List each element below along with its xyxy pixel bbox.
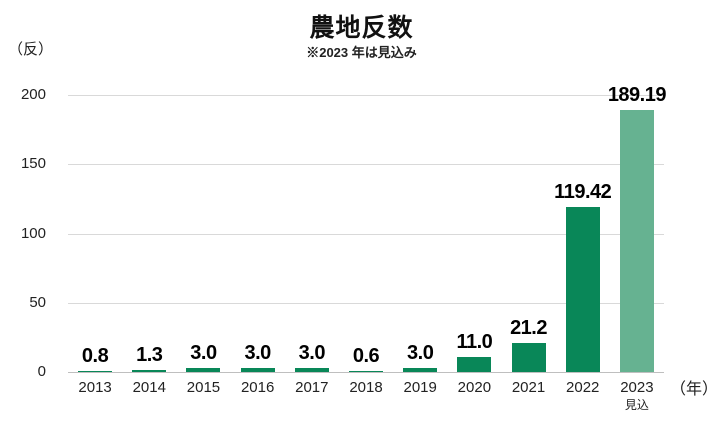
x-axis-baseline: [68, 372, 664, 373]
grid-line: [68, 233, 664, 235]
bar: [565, 206, 600, 372]
bar-value-label: 11.0: [456, 330, 493, 353]
bar: [349, 370, 383, 372]
x-axis-unit-label: （年）: [670, 381, 719, 398]
bar-value-label: 1.3: [136, 344, 163, 367]
grid-line: [68, 302, 664, 304]
bar: [132, 370, 167, 372]
bar: [294, 367, 329, 372]
x-tick-label: 2018: [349, 379, 383, 396]
x-tick-label: 2017: [295, 379, 329, 396]
bar-value-label: 21.2: [510, 316, 547, 339]
x-tick-label: 2019: [403, 379, 437, 396]
bar-value-label: 3.0: [407, 341, 434, 364]
y-tick-label: 0: [37, 363, 46, 380]
bar: [240, 367, 275, 372]
y-tick-label: 100: [20, 224, 46, 242]
bar: [619, 109, 654, 372]
grid-line: [68, 95, 664, 96]
grid-line: [68, 164, 664, 166]
chart-subtitle: ※2023 年は見込み: [306, 45, 417, 60]
bar-value-label: 3.0: [190, 341, 217, 364]
x-tick-label: 2021: [511, 379, 546, 396]
bar-value-label: 119.42: [554, 180, 612, 203]
x-tick-label: 2015: [186, 379, 221, 396]
x-tick-label: 2023: [620, 379, 654, 396]
x-tick-label: 2016: [240, 379, 275, 396]
y-tick-label: 50: [29, 293, 46, 311]
bar: [403, 367, 438, 372]
x-tick-label: 2014: [132, 379, 166, 396]
bar-value-label: 189.19: [607, 83, 667, 106]
bar-value-label: 3.0: [244, 341, 271, 364]
x-tick-label: 2020: [457, 379, 492, 396]
x-tick-label: 2022: [566, 379, 600, 396]
forecast-note: 見込: [624, 398, 649, 412]
chart-title: 農地反数: [309, 14, 414, 42]
y-tick-label: 150: [20, 155, 46, 173]
bar-value-label: 0.6: [352, 344, 380, 367]
bar: [511, 342, 546, 372]
bar: [457, 356, 492, 372]
bar: [78, 370, 113, 372]
x-tick-label: 2013: [78, 379, 112, 396]
y-tick-label: 200: [20, 86, 46, 103]
bar-value-label: 3.0: [298, 341, 326, 364]
bar: [186, 367, 221, 372]
bar-value-label: 0.8: [81, 344, 109, 367]
y-axis-unit-label: （反）: [8, 41, 54, 58]
